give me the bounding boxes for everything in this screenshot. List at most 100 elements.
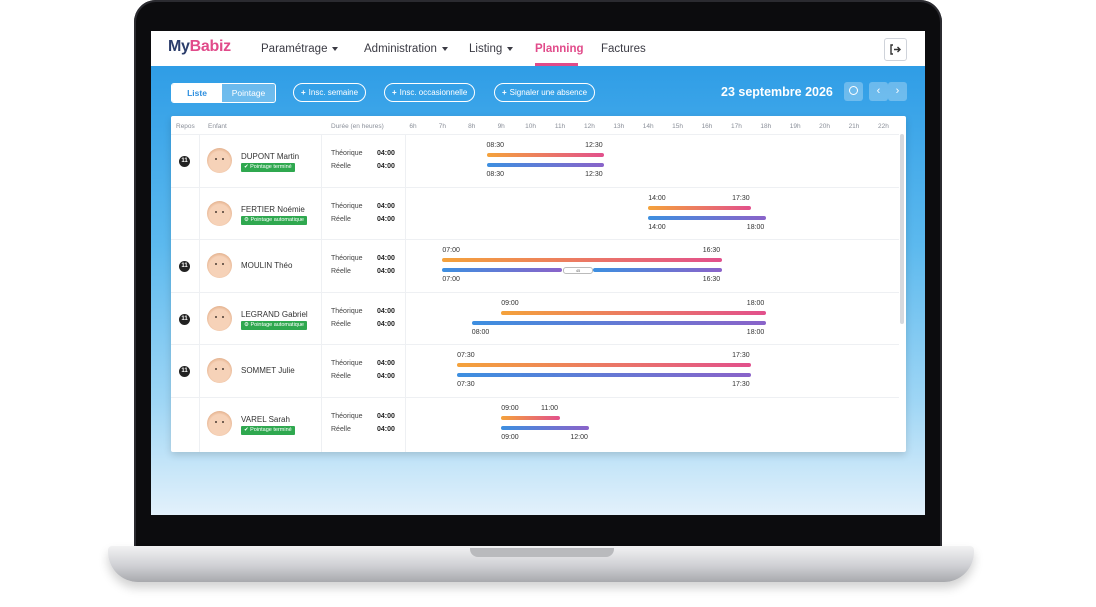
theorique-end-time: 17:30 xyxy=(732,194,750,202)
hour-tick: 9h xyxy=(497,123,505,130)
reelle-label: Réelle xyxy=(331,163,351,170)
table-row[interactable]: 11 DUPONT Martin ✔ Pointage terminé Théoriq… xyxy=(171,134,899,187)
repos-indicator: 11 xyxy=(179,261,190,272)
child-name[interactable]: VAREL Sarah xyxy=(241,414,290,424)
child-name[interactable]: SOMMET Julie xyxy=(241,366,295,375)
nav-factures[interactable]: Factures xyxy=(601,43,646,55)
reelle-start-time: 14:00 xyxy=(648,223,666,231)
child-name[interactable]: FERTIER Noémie xyxy=(241,204,305,214)
theorique-bar[interactable] xyxy=(486,153,605,157)
reelle-value: 04:00 xyxy=(377,425,395,433)
reelle-bar[interactable] xyxy=(648,215,766,220)
eye-icon xyxy=(215,210,217,213)
theorique-label: Théorique xyxy=(331,360,363,367)
hour-tick: 11h xyxy=(554,123,566,130)
theorique-start-time: 07:00 xyxy=(442,247,460,254)
vertical-scrollbar[interactable] xyxy=(900,134,904,324)
repos-indicator: 11 xyxy=(179,156,190,167)
logout-icon xyxy=(890,44,901,55)
nav-listing[interactable]: Listing xyxy=(469,43,514,55)
theorique-end-time: 18:00 xyxy=(746,299,765,307)
eye-icon xyxy=(222,420,224,423)
table-row[interactable]: FERTIER Noémie ⚙ Pointage automatique Théo… xyxy=(171,186,899,240)
reelle-bar[interactable] xyxy=(457,373,752,377)
planning-table: Repos Enfant Durée (en heures) 6h 7h 8h 9h 1… xyxy=(171,116,906,452)
reelle-end-time: 18:00 xyxy=(746,328,765,336)
reelle-bar[interactable] xyxy=(471,320,766,325)
eye-icon xyxy=(215,368,217,370)
table-row[interactable]: VAREL Sarah ✔ Pointage terminé Théorique 04… xyxy=(171,396,899,450)
hour-tick: 19h xyxy=(789,123,801,130)
table-row[interactable]: 11 MOULIN Théo Théorique 04:00 Réelle 04:00 07… xyxy=(171,239,899,292)
eye-icon xyxy=(222,368,224,370)
child-name[interactable]: DUPONT Martin xyxy=(241,152,300,161)
theorique-end-time: 11:00 xyxy=(541,404,558,412)
today-button[interactable] xyxy=(844,82,863,101)
reelle-value: 04:00 xyxy=(377,215,395,223)
eye-icon xyxy=(215,315,217,318)
hour-tick: 17h xyxy=(730,123,742,130)
reelle-bar[interactable] xyxy=(501,425,590,430)
theorique-value: 04:00 xyxy=(377,412,395,420)
table-row[interactable]: 11 SOMMET Julie Théorique 04:00 Réelle 04:00 0… xyxy=(171,344,899,397)
current-date: 23 septembre 2026 xyxy=(721,85,833,99)
avatar xyxy=(207,410,232,436)
theorique-bar[interactable] xyxy=(501,310,766,315)
pause-indicator[interactable]: 45 xyxy=(563,267,594,274)
reelle-label: Réelle xyxy=(331,373,351,380)
theorique-start-time: 09:00 xyxy=(501,404,519,412)
theorique-value: 04:00 xyxy=(377,307,395,315)
theorique-start-time: 14:00 xyxy=(648,194,666,202)
reelle-bar[interactable] xyxy=(486,163,605,167)
reelle-bar[interactable] xyxy=(442,268,563,272)
theorique-bar[interactable] xyxy=(501,415,560,420)
toggle-liste[interactable]: Liste xyxy=(172,84,222,102)
insc-semaine-button[interactable]: + Insc. semaine xyxy=(293,83,367,102)
reelle-start-time: 09:00 xyxy=(501,433,519,441)
child-name[interactable]: MOULIN Théo xyxy=(241,261,293,270)
reelle-value: 04:00 xyxy=(377,268,395,275)
insc-occasionnelle-button[interactable]: + Insc. occasionnelle xyxy=(384,83,476,102)
hour-tick: 8h xyxy=(468,123,476,130)
next-day-button[interactable]: › xyxy=(888,82,907,101)
eye-icon xyxy=(222,158,224,160)
theorique-bar[interactable] xyxy=(648,205,752,210)
header-enfant: Enfant xyxy=(208,123,227,130)
repos-indicator: 11 xyxy=(179,366,190,377)
top-navigation: MyBabiz Paramétrage Administration Listi… xyxy=(151,31,925,66)
theorique-value: 04:00 xyxy=(377,360,395,367)
reelle-end-time: 12:30 xyxy=(585,171,603,178)
eye-icon xyxy=(222,315,224,318)
chevron-down-icon xyxy=(507,46,514,51)
table-row[interactable]: 11 LEGRAND Gabriel ⚙ Pointage automatique T… xyxy=(171,291,899,345)
theorique-end-time: 12:30 xyxy=(585,142,603,149)
nav-administration[interactable]: Administration xyxy=(364,43,448,55)
signaler-absence-button[interactable]: + Signaler une absence xyxy=(494,83,596,102)
hour-tick: 6h xyxy=(409,123,417,130)
eye-icon xyxy=(215,263,217,265)
logout-button[interactable] xyxy=(884,38,907,61)
header-duree: Durée (en heures) xyxy=(331,123,384,130)
theorique-value: 04:00 xyxy=(377,255,395,262)
toggle-pointage[interactable]: Pointage xyxy=(222,84,275,102)
theorique-bar[interactable] xyxy=(442,258,722,262)
chevron-down-icon xyxy=(441,46,448,51)
chevron-left-icon: ‹ xyxy=(876,85,881,97)
reelle-label: Réelle xyxy=(331,425,351,433)
mybabiz-logo[interactable]: MyBabiz xyxy=(168,38,231,55)
prev-day-button[interactable]: ‹ xyxy=(869,82,888,101)
eye-icon xyxy=(215,420,217,423)
repos-indicator: 11 xyxy=(179,313,190,325)
planning-area: Liste Pointage + Insc. semaine + Insc. occ… xyxy=(151,66,925,515)
nav-planning[interactable]: Planning xyxy=(535,43,584,55)
nav-parametrage[interactable]: Paramétrage xyxy=(261,43,339,55)
theorique-bar[interactable] xyxy=(457,363,752,367)
reelle-bar[interactable] xyxy=(593,268,722,272)
hour-tick: 12h xyxy=(583,123,595,130)
status-badge: ⚙ Pointage automatique xyxy=(241,320,307,330)
chevron-down-icon xyxy=(332,46,339,51)
child-name[interactable]: LEGRAND Gabriel xyxy=(241,309,308,319)
status-badge: ✔ Pointage terminé xyxy=(241,163,295,172)
badge-icon: ✔ xyxy=(244,164,249,170)
avatar xyxy=(207,358,232,383)
